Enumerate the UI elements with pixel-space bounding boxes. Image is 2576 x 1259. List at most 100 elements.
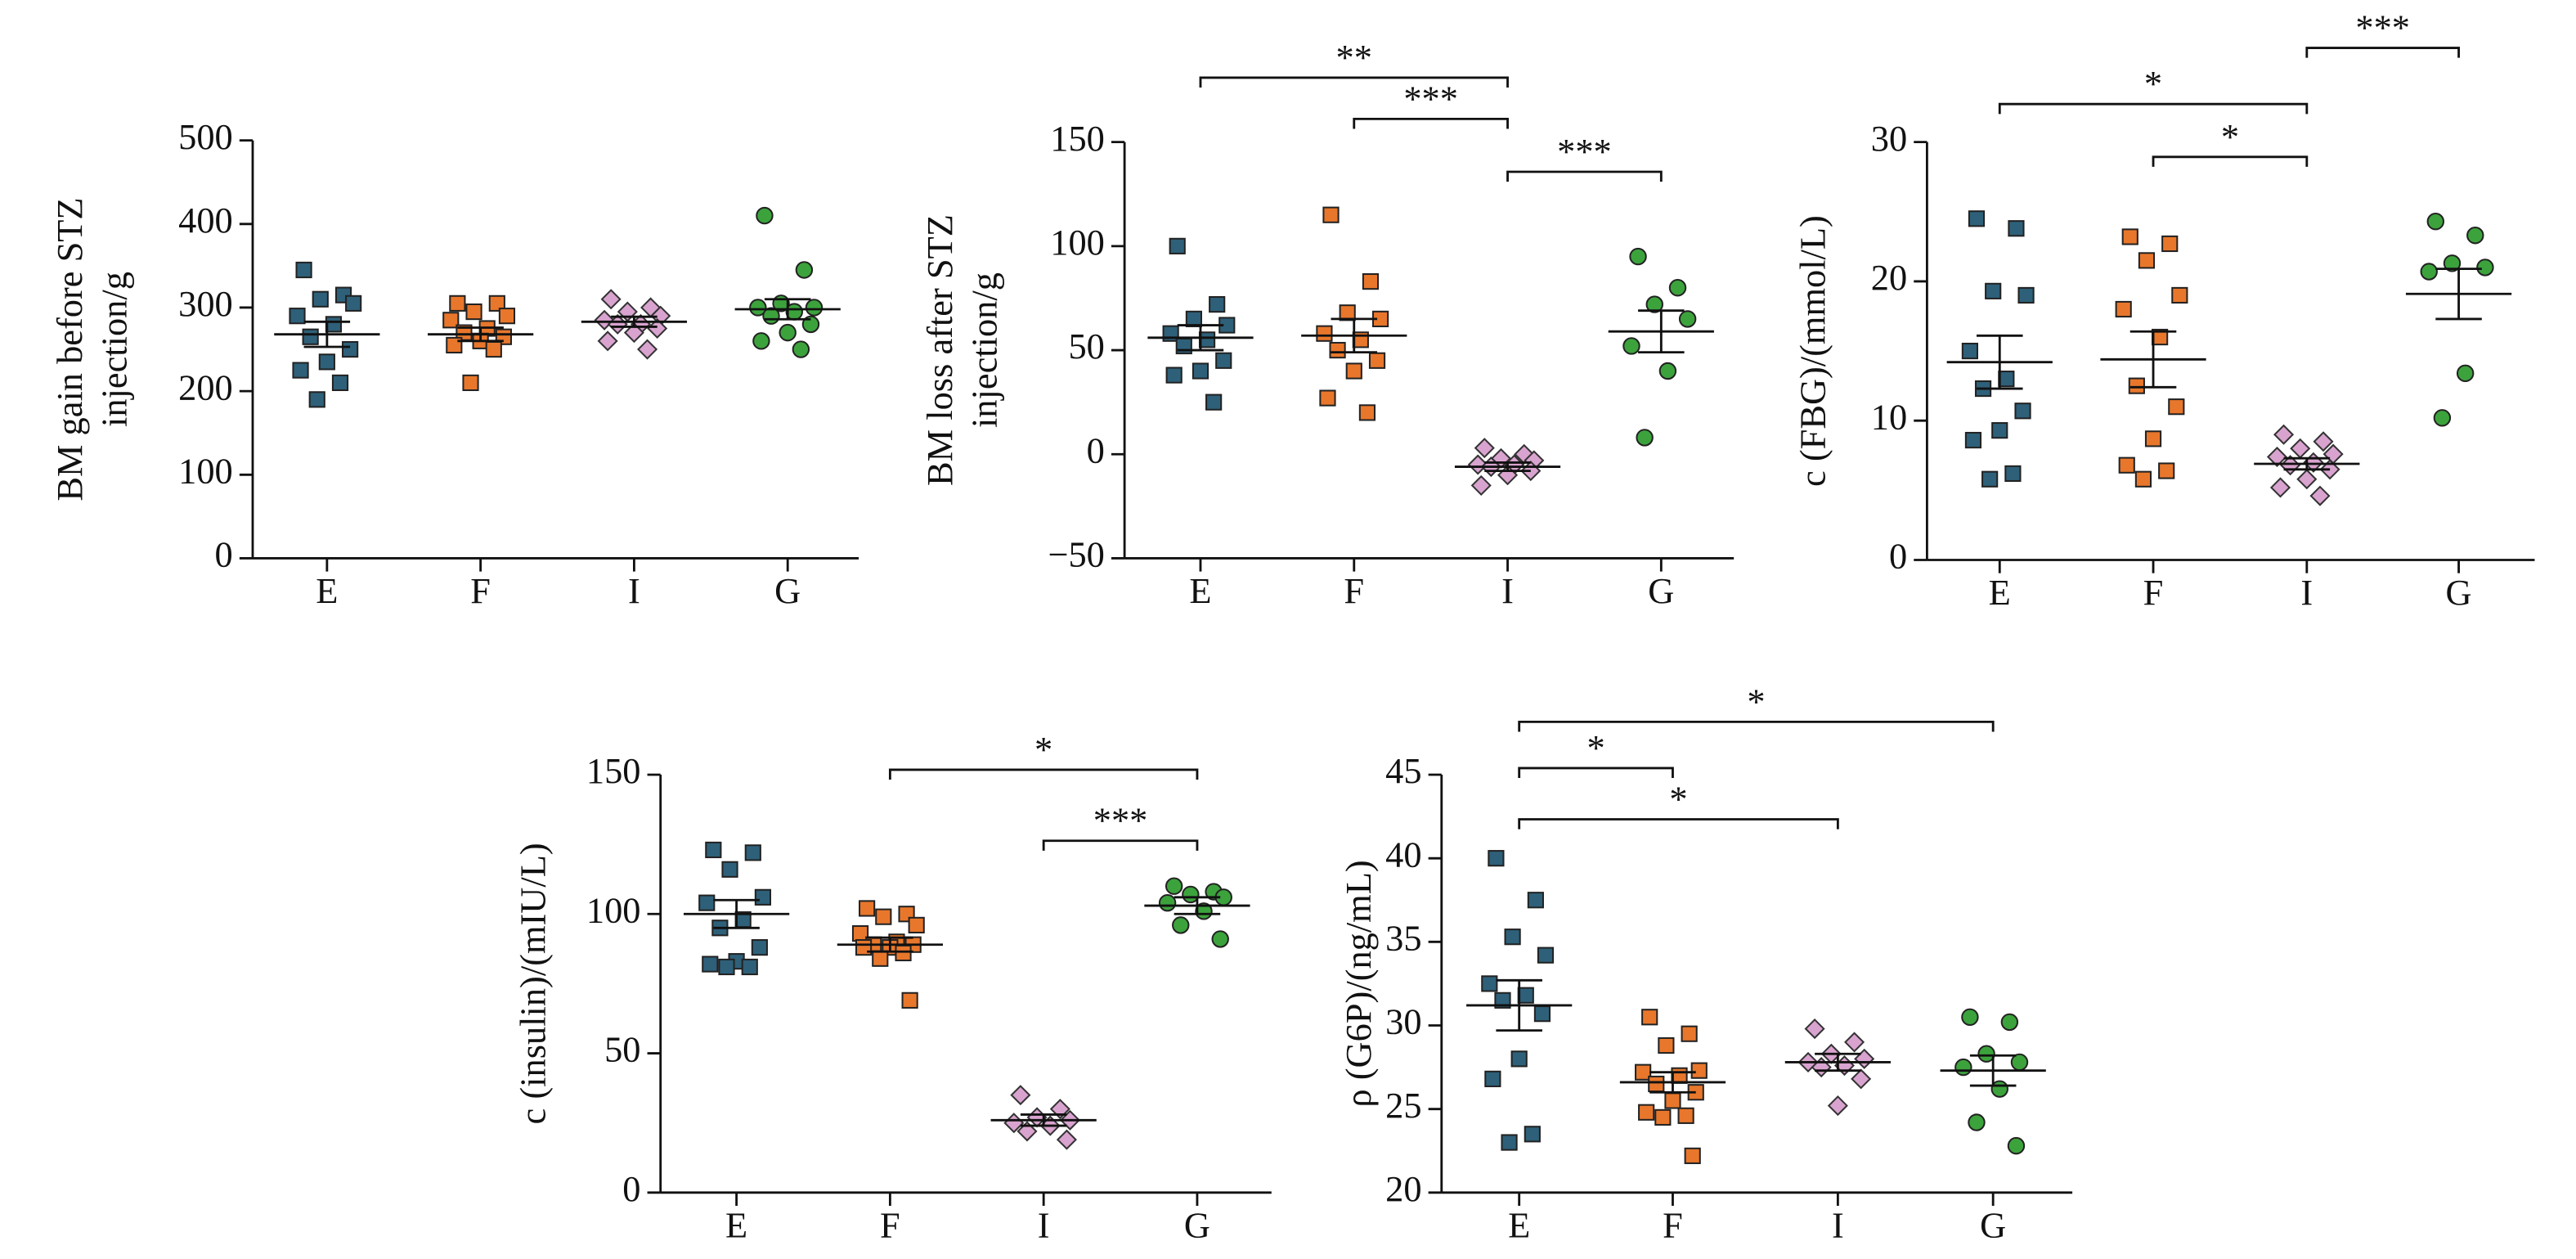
data-point (292, 362, 309, 379)
data-point (792, 340, 810, 358)
y-tick-label: 40 (1385, 834, 1421, 875)
data-point (1977, 1045, 1995, 1063)
significance-label: * (1034, 729, 1052, 770)
data-point (597, 330, 618, 352)
data-point (498, 308, 516, 325)
data-point (2273, 424, 2295, 445)
data-point (1954, 1058, 1972, 1077)
data-point (1629, 247, 1647, 266)
significance-label: *** (1093, 800, 1148, 841)
data-point (1654, 1108, 1672, 1126)
y-axis-label: BM loss after STZ (919, 214, 960, 486)
data-point (1961, 342, 1979, 360)
x-tick-label: E (1508, 1204, 1530, 1245)
data-point (1195, 902, 1213, 920)
data-point (744, 844, 761, 861)
data-point (600, 289, 622, 310)
y-tick-label: 45 (1385, 750, 1421, 791)
data-point (1968, 210, 1986, 227)
data-point (1636, 429, 1654, 447)
significance-bracket (1199, 76, 1509, 88)
x-tick-label: G (1184, 1204, 1210, 1245)
data-point (702, 955, 719, 973)
x-tick-label: I (1501, 570, 1514, 611)
data-point (2121, 228, 2138, 245)
panel: 0 100 200 300 400 500 BM gain before STZ inject… (49, 116, 859, 611)
data-point (1678, 310, 1697, 328)
data-point (756, 206, 774, 225)
significance-bracket (1042, 839, 1199, 851)
significance-bracket (888, 768, 1199, 780)
data-point (2134, 470, 2152, 488)
data-point (1645, 295, 1663, 313)
x-tick-label: F (880, 1204, 900, 1245)
data-point (2313, 431, 2334, 452)
significance-bracket (1518, 767, 1674, 779)
significance-label: *** (2355, 7, 2410, 48)
y-tick-label: 0 (1889, 536, 1907, 577)
x-tick-label: E (1189, 570, 1211, 611)
data-point (1641, 1009, 1658, 1026)
data-point (2004, 465, 2022, 483)
data-point (1648, 1075, 1665, 1093)
y-axis-label: ρ (G6P)/(ng/mL) (1338, 860, 1379, 1107)
data-point (1316, 325, 1333, 342)
data-point (2290, 438, 2311, 459)
significance-label: * (1669, 778, 1687, 819)
data-point (2466, 227, 2484, 245)
data-point (2476, 259, 2494, 277)
data-point (462, 374, 479, 392)
data-point (1329, 341, 1346, 359)
data-point (2443, 254, 2462, 272)
x-tick-label: I (2300, 572, 2313, 613)
data-point (2158, 462, 2175, 479)
data-point (1339, 304, 1356, 321)
data-point (465, 303, 482, 321)
data-point (779, 323, 797, 342)
data-point (1185, 310, 1203, 327)
significance-label: ** (1336, 37, 1372, 78)
data-point (308, 391, 325, 408)
data-point (345, 295, 362, 312)
significance-label: * (1586, 727, 1604, 768)
data-point (1209, 295, 1226, 313)
data-point (859, 900, 876, 917)
data-point (1844, 1032, 1865, 1053)
y-tick-label: 100 (1050, 222, 1105, 263)
data-point (1368, 352, 1386, 369)
significance-bracket (1518, 720, 1995, 732)
data-point (1165, 877, 1183, 895)
data-point (741, 958, 758, 976)
data-point (2309, 485, 2331, 506)
significance-label: *** (1557, 131, 1612, 172)
y-tick-label: 200 (178, 366, 233, 407)
data-point (2118, 456, 2135, 474)
significance-label: * (2221, 116, 2239, 157)
data-point (2420, 263, 2438, 281)
data-point (331, 374, 349, 392)
data-point (2138, 252, 2156, 269)
y-tick-label: −50 (1048, 534, 1104, 575)
data-point (2433, 409, 2452, 427)
data-point (1169, 237, 1186, 254)
y-tick-label: 150 (1050, 118, 1105, 159)
data-point (1494, 991, 1511, 1009)
data-point (1690, 1062, 1708, 1079)
data-point (1467, 454, 1488, 475)
data-point (1484, 1070, 1501, 1087)
data-point (2017, 286, 2035, 304)
y-axis-label: injection/g (964, 272, 1005, 428)
x-tick-label: E (1989, 572, 2011, 613)
data-point (1504, 929, 1521, 946)
significance-label: * (2144, 63, 2162, 104)
data-point (1981, 470, 1999, 488)
data-point (1172, 916, 1190, 934)
data-point (1215, 352, 1232, 369)
significance-bracket (1353, 117, 1509, 129)
y-tick-label: 20 (1871, 257, 1907, 298)
data-point (1517, 987, 1534, 1004)
significance-bracket (2305, 47, 2460, 58)
data-point (1510, 1050, 1528, 1068)
data-point (449, 295, 466, 312)
data-point (647, 317, 668, 339)
